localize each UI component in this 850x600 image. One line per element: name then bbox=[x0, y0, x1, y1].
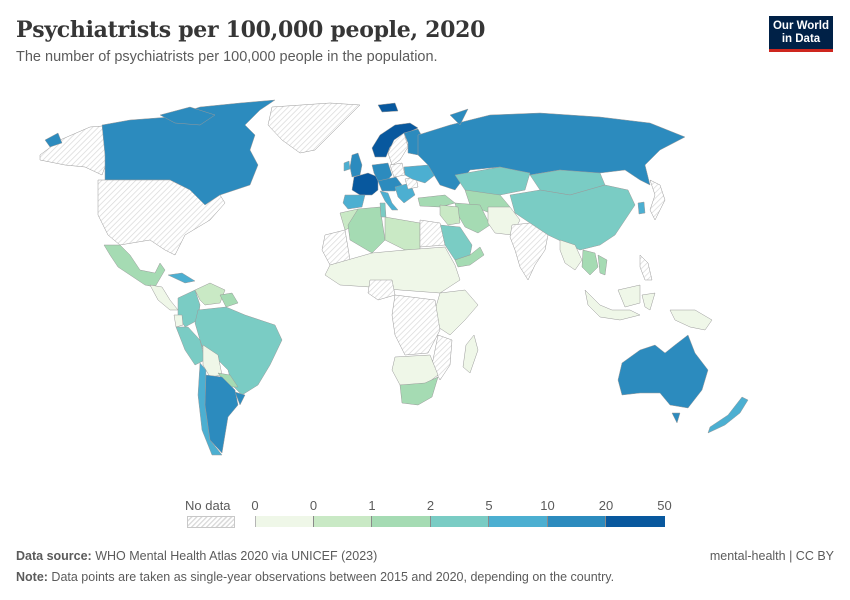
note-row: Note: Data points are taken as single-ye… bbox=[16, 569, 834, 590]
country-madagascar[interactable] bbox=[462, 334, 479, 374]
legend-bin-3[interactable] bbox=[430, 516, 489, 527]
country-borneo[interactable] bbox=[617, 284, 641, 308]
legend-bin-0[interactable] bbox=[255, 516, 314, 527]
country-australia[interactable] bbox=[617, 334, 709, 409]
country-canada-west-island[interactable] bbox=[44, 132, 63, 148]
legend-tick: 0 bbox=[309, 498, 318, 513]
country-mexico[interactable] bbox=[103, 244, 166, 288]
country-east-africa[interactable] bbox=[434, 289, 479, 336]
country-venezuela[interactable] bbox=[194, 282, 226, 306]
legend-no-data-label: No data bbox=[185, 498, 231, 513]
country-sulawesi[interactable] bbox=[641, 292, 656, 311]
legend-tick: 20 bbox=[598, 498, 614, 513]
country-nigeria[interactable] bbox=[367, 279, 396, 301]
legend-color-bins bbox=[255, 516, 665, 527]
map-legend: No data 0 0 1 2 5 10 20 50 bbox=[185, 498, 675, 538]
legend-tick: 2 bbox=[426, 498, 435, 513]
country-france[interactable] bbox=[351, 172, 379, 196]
chart-footer: Data source: WHO Mental Health Atlas 202… bbox=[16, 548, 834, 590]
license-text[interactable]: mental-health | CC BY bbox=[709, 549, 834, 563]
country-russia[interactable] bbox=[417, 112, 686, 191]
country-dr-congo[interactable] bbox=[391, 294, 441, 356]
data-source-text[interactable]: WHO Mental Health Atlas 2020 via UNICEF … bbox=[91, 549, 378, 563]
country-central-america[interactable] bbox=[149, 284, 179, 311]
country-tunisia[interactable] bbox=[379, 202, 387, 218]
world-map bbox=[0, 95, 850, 485]
country-sahel[interactable] bbox=[324, 246, 461, 294]
country-italy[interactable] bbox=[379, 190, 399, 211]
country-canada-islands[interactable] bbox=[159, 106, 216, 126]
country-south-africa[interactable] bbox=[399, 376, 439, 406]
chart-header: Psychiatrists per 100,000 people, 2020 T… bbox=[16, 14, 756, 65]
note-label: Note: bbox=[16, 570, 48, 584]
country-india[interactable] bbox=[509, 222, 549, 281]
country-myanmar-laos[interactable] bbox=[559, 239, 583, 271]
legend-tick: 50 bbox=[657, 498, 672, 513]
country-libya[interactable] bbox=[384, 216, 421, 251]
country-philippines[interactable] bbox=[639, 254, 653, 281]
data-source-label: Data source: bbox=[16, 549, 92, 563]
legend-bin-5[interactable] bbox=[547, 516, 606, 527]
country-ecuador[interactable] bbox=[173, 314, 184, 328]
country-uk[interactable] bbox=[349, 152, 363, 178]
legend-bin-4[interactable] bbox=[489, 516, 548, 527]
legend-tick: 0 bbox=[251, 498, 259, 513]
logo-line-1: Our World bbox=[772, 20, 829, 32]
country-greenland[interactable] bbox=[267, 102, 361, 154]
note-text: Data points are taken as single-year obs… bbox=[47, 570, 615, 584]
country-japan[interactable] bbox=[649, 179, 666, 221]
country-western-sahara-mauritania[interactable] bbox=[321, 229, 351, 266]
chart-title: Psychiatrists per 100,000 people, 2020 bbox=[16, 17, 486, 43]
country-united-states[interactable] bbox=[97, 179, 226, 256]
legend-tick: 1 bbox=[368, 498, 376, 513]
country-tasmania[interactable] bbox=[671, 412, 681, 424]
chart-subtitle: The number of psychiatrists per 100,000 … bbox=[16, 49, 438, 65]
data-source-row: Data source: WHO Mental Health Atlas 202… bbox=[16, 548, 834, 569]
country-spain[interactable] bbox=[342, 194, 366, 210]
legend-no-data-swatch[interactable] bbox=[187, 516, 235, 528]
country-new-zealand[interactable] bbox=[707, 396, 749, 434]
legend-bin-6[interactable] bbox=[606, 516, 665, 527]
country-cuba[interactable] bbox=[167, 272, 196, 284]
country-uruguay[interactable] bbox=[234, 391, 246, 406]
legend-tick: 5 bbox=[485, 498, 493, 513]
logo-line-2: in Data bbox=[781, 33, 821, 45]
country-papua-new-guinea[interactable] bbox=[669, 309, 713, 331]
country-oman-yemen[interactable] bbox=[454, 246, 485, 268]
country-indonesia[interactable] bbox=[584, 289, 641, 321]
country-egypt[interactable] bbox=[419, 219, 446, 248]
country-argentina[interactable] bbox=[204, 374, 239, 454]
country-russia-novaya-zemlya[interactable] bbox=[449, 108, 469, 126]
country-mozambique[interactable] bbox=[431, 334, 453, 381]
country-thailand[interactable] bbox=[581, 249, 599, 276]
country-guianas[interactable] bbox=[219, 292, 239, 308]
country-turkey[interactable] bbox=[417, 194, 456, 208]
legend-tick: 10 bbox=[540, 498, 555, 513]
legend-bin-1[interactable] bbox=[313, 516, 372, 527]
country-poland[interactable] bbox=[389, 162, 406, 178]
owid-logo[interactable]: Our World in Data bbox=[769, 16, 833, 52]
country-south-korea[interactable] bbox=[637, 201, 646, 215]
country-iceland[interactable] bbox=[377, 102, 399, 113]
country-vietnam[interactable] bbox=[597, 254, 608, 276]
legend-bin-2[interactable] bbox=[372, 516, 431, 527]
country-ireland[interactable] bbox=[343, 160, 351, 172]
country-iraq-syria[interactable] bbox=[439, 204, 461, 226]
